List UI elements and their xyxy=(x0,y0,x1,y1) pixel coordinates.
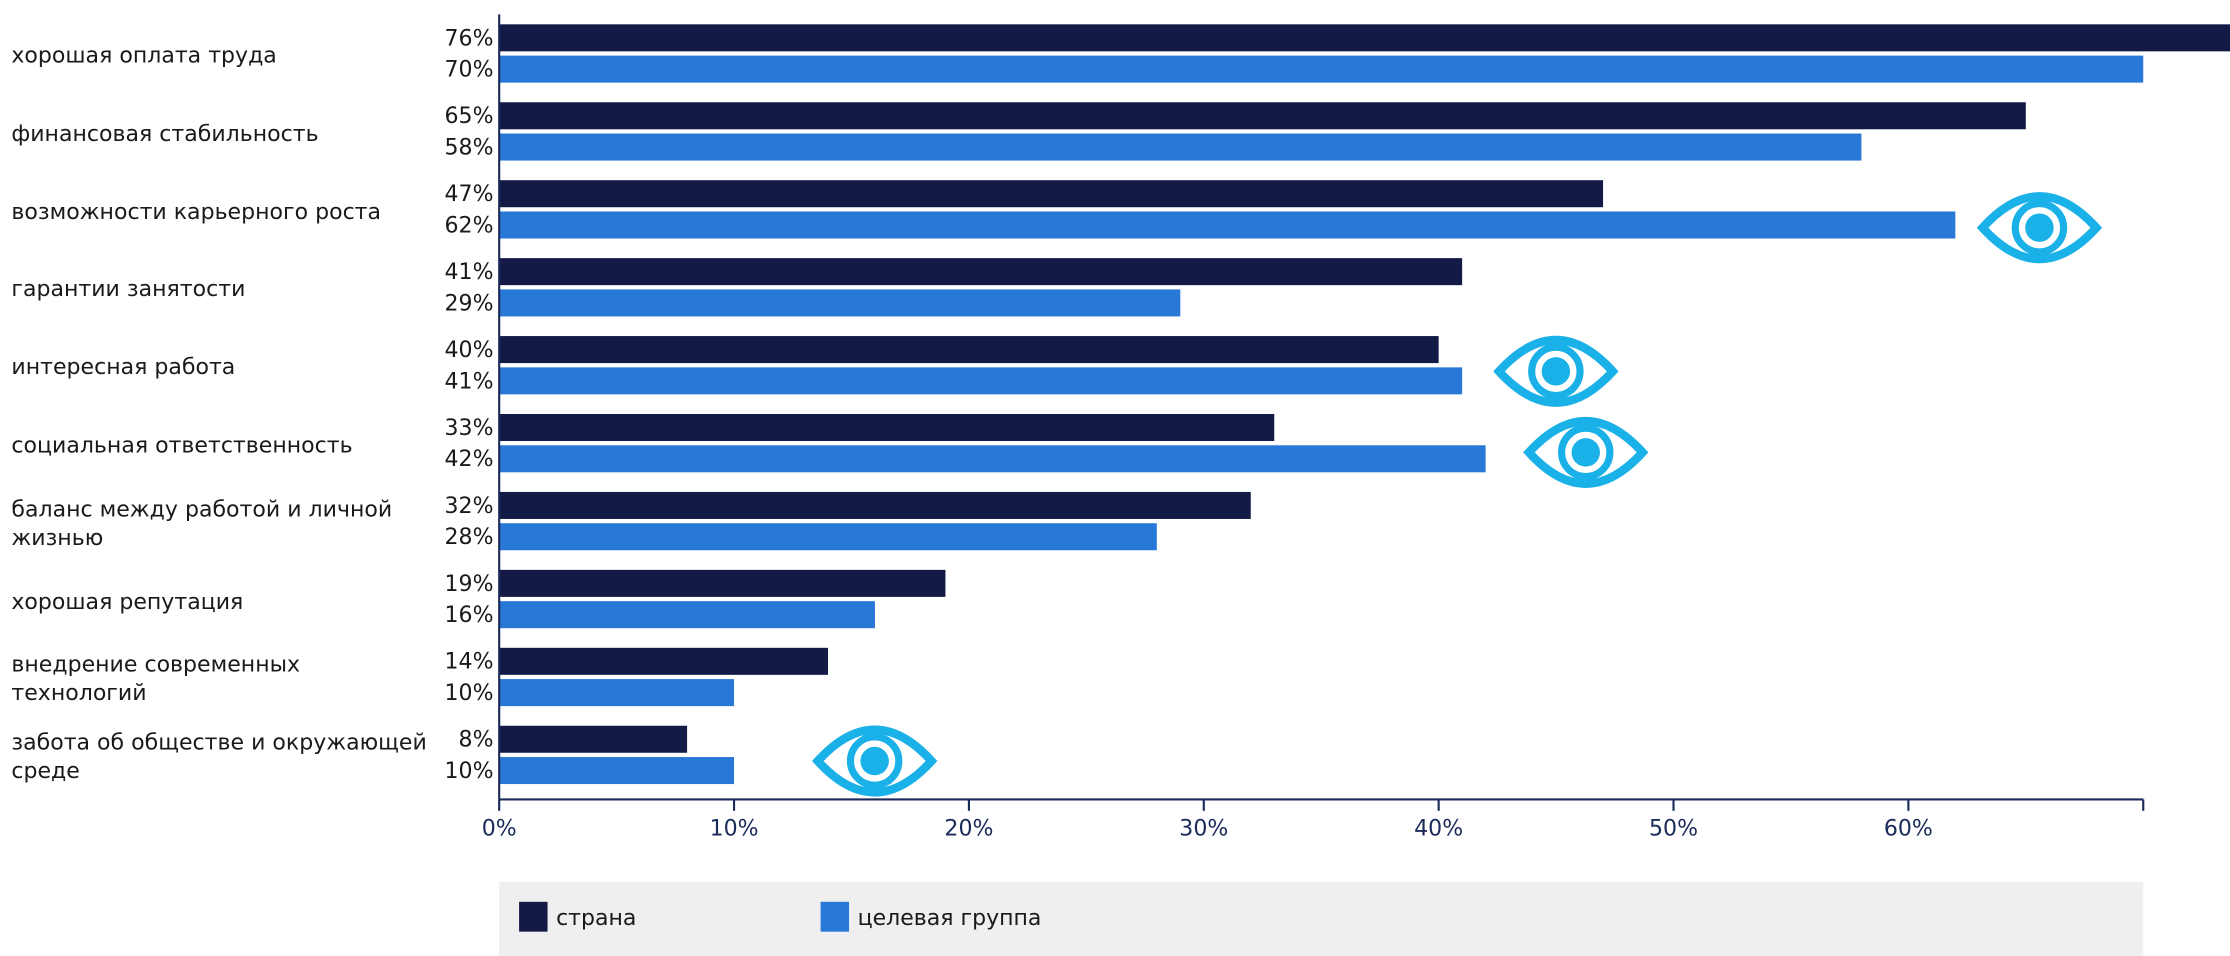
category-label-box: финансовая стабильность xyxy=(11,120,319,147)
category-label-box: хорошая репутация xyxy=(11,588,244,614)
bar xyxy=(499,523,1157,551)
bar xyxy=(499,725,688,753)
bar xyxy=(499,24,2230,52)
value-label: 10% xyxy=(445,759,494,784)
x-tick-label: 40% xyxy=(1414,816,1463,841)
value-label: 41% xyxy=(445,260,494,285)
value-label: 28% xyxy=(445,525,494,550)
legend-label: целевая группа xyxy=(858,906,1042,931)
eye-pupil xyxy=(2025,213,2054,242)
value-label: 76% xyxy=(445,26,494,51)
bar xyxy=(499,647,829,675)
category-label: социальная ответственность xyxy=(11,432,353,459)
eye-outline xyxy=(1976,192,2103,264)
eye-pupil xyxy=(860,746,889,776)
value-label: 70% xyxy=(445,58,494,83)
value-label: 16% xyxy=(445,603,494,628)
category-label: забота об обществе и окружающей среде xyxy=(11,729,427,785)
x-tick-label: 60% xyxy=(1884,816,1933,841)
bar xyxy=(499,336,1439,364)
category-label: интересная работа xyxy=(11,354,236,381)
bar xyxy=(499,601,875,629)
value-label: 29% xyxy=(445,291,494,316)
category-label-box: забота об обществе и окружающей среде xyxy=(11,729,427,785)
eye-outline xyxy=(1523,417,1649,488)
legend-swatch xyxy=(820,901,850,932)
value-label: 40% xyxy=(445,338,494,363)
category-label-box: внедрение современных технологий xyxy=(11,652,301,707)
eye-outline xyxy=(1493,335,1619,407)
x-tick-label: 20% xyxy=(944,816,993,841)
eye-iris xyxy=(1558,424,1614,481)
value-label: 41% xyxy=(445,369,494,394)
value-label: 19% xyxy=(445,572,494,597)
bar xyxy=(499,757,735,785)
bar xyxy=(499,55,2144,83)
x-tick-label: 0% xyxy=(482,816,517,841)
legend-label: страна xyxy=(556,906,636,931)
value-label: 42% xyxy=(445,447,494,472)
value-label: 8% xyxy=(459,728,494,753)
value-label: 10% xyxy=(445,681,494,706)
value-label: 32% xyxy=(445,494,494,519)
legend-swatch xyxy=(519,901,548,932)
category-label-box: баланс между работой и личной жизнью xyxy=(11,496,393,551)
bar xyxy=(499,491,1251,519)
x-tick-label: 50% xyxy=(1649,816,1698,841)
category-label: баланс между работой и личной жизнью xyxy=(11,496,393,551)
eye-pupil xyxy=(1571,438,1600,467)
eye-outline xyxy=(811,725,938,797)
category-label-box: хорошая оплата труда xyxy=(11,42,277,69)
bar xyxy=(499,289,1181,317)
eye-iris xyxy=(846,733,903,789)
bar xyxy=(499,211,1956,239)
bar xyxy=(499,679,735,707)
category-label-box: возможности карьерного роста xyxy=(11,198,382,225)
category-label-box: социальная ответственность xyxy=(11,432,353,459)
bar xyxy=(499,258,1463,286)
bar xyxy=(499,569,946,597)
bar xyxy=(499,180,1604,208)
category-label: внедрение современных технологий xyxy=(11,652,301,707)
legend-box xyxy=(499,881,2144,956)
eye-pupil xyxy=(1541,357,1571,386)
value-label: 14% xyxy=(445,650,494,675)
bar xyxy=(499,445,1486,473)
eye-icons xyxy=(811,192,2103,797)
value-label: 62% xyxy=(445,213,494,238)
bar xyxy=(499,414,1275,442)
eye-iris xyxy=(2011,199,2068,256)
category-label: финансовая стабильность xyxy=(11,120,319,147)
eye-iris xyxy=(1528,343,1584,400)
category-label: гарантии занятости xyxy=(11,276,246,303)
bar xyxy=(499,133,1862,161)
category-label-box: интересная работа xyxy=(11,354,236,381)
category-label: хорошая оплата труда xyxy=(11,42,277,69)
x-tick-label: 10% xyxy=(710,816,759,841)
bar xyxy=(499,102,2026,130)
category-label-box: гарантии занятости xyxy=(11,276,246,303)
value-label: 58% xyxy=(445,135,494,160)
value-label: 65% xyxy=(445,104,494,129)
value-label: 47% xyxy=(445,182,494,207)
x-tick-label: 30% xyxy=(1179,816,1228,841)
bar xyxy=(499,367,1463,395)
category-label: возможности карьерного роста xyxy=(11,198,382,225)
value-label: 33% xyxy=(445,416,494,441)
category-label: хорошая репутация xyxy=(11,588,244,614)
